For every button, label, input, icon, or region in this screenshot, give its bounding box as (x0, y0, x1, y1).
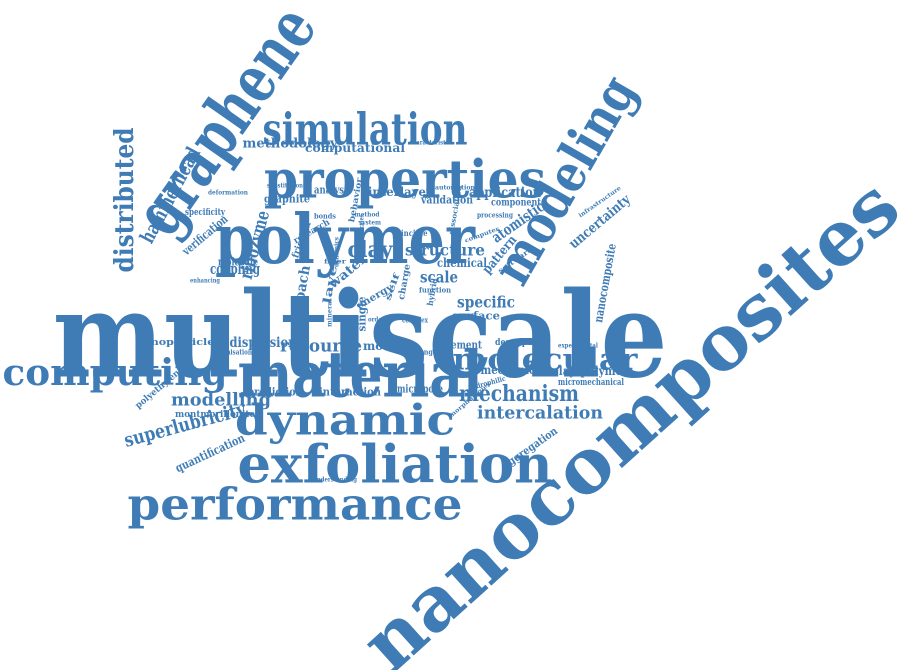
word-optimisation: optimisation (212, 348, 252, 357)
word-molecular: molecular (453, 343, 639, 378)
word-methodology: methodology (243, 137, 338, 152)
word-micropore: micropore (397, 383, 443, 396)
word-specificity: specificity (185, 208, 226, 218)
word-montmorillonite: montmorillonite (175, 410, 255, 420)
word-intercalation: intercalation (477, 403, 603, 424)
word-element: element (442, 339, 483, 352)
word-material: material (238, 338, 483, 413)
word-substitution: substitution (267, 183, 304, 190)
word-interlayer: interlayer (368, 185, 433, 199)
word-filler: filler (324, 259, 347, 266)
word-structure: structure (405, 241, 485, 260)
word-distributed: distributed (110, 128, 140, 273)
word-single: single (356, 297, 369, 332)
word-dynamics: dynamics (334, 236, 341, 267)
word-deformation: deformation (208, 190, 249, 197)
word-computational: computational (305, 141, 405, 155)
word-model: model (363, 339, 403, 353)
word-dispersion: dispersion (230, 335, 297, 351)
word-validation: validation (420, 194, 473, 207)
word-computing: computing (3, 352, 228, 394)
word-graphite: graphite (264, 193, 310, 206)
word-properties: properties (264, 150, 546, 211)
word-specific: specific (457, 293, 515, 312)
word-analysis: analysis (314, 184, 352, 197)
word-method: method (355, 212, 381, 219)
word-mineral: mineral (327, 298, 334, 327)
word-system: system (359, 220, 382, 227)
word-scale: scale (420, 268, 458, 287)
word-enhancing: enhancing (190, 278, 221, 285)
word-polymer: polymer (215, 200, 476, 280)
word-mechanism: mechanism (459, 381, 579, 407)
word-hybrid: hybrid (425, 277, 440, 307)
word-simulation: simulation (263, 105, 468, 156)
word-bonds: bonds (314, 212, 336, 221)
word-multiscale: multiscale (53, 266, 668, 405)
word-exfoliation: exfoliation (238, 435, 553, 496)
word-ordered: ordered (368, 317, 393, 324)
word-modelling: modelling (171, 390, 271, 411)
word-resource: resource (280, 336, 362, 357)
word-molecules: molecules (359, 215, 366, 241)
word-prediction: prediction (248, 386, 303, 399)
word-performance: performance (128, 480, 463, 531)
word-description: description (495, 338, 545, 348)
word-dynamic: dynamic (235, 396, 455, 445)
word-mechanical: mechanical (481, 363, 546, 377)
word-clay: clay (348, 237, 394, 263)
word-component: component (491, 198, 541, 209)
word-principle: principle (393, 228, 428, 238)
word-function: function (419, 286, 451, 295)
word-automation: automation (435, 185, 476, 192)
word-application: application (469, 185, 541, 201)
word-processing: processing (477, 211, 513, 220)
word-coupling: coupling (210, 260, 260, 278)
word-chemical: chemical (437, 256, 487, 270)
word-experimental: experimental (558, 343, 599, 350)
word-quantification: quantification (173, 431, 247, 475)
word-clay-polymer: clay–polymer (553, 364, 629, 378)
word-exchange: exchange (403, 348, 438, 357)
word-micromechanical: micromechanical (558, 378, 624, 388)
word-complex: complex (402, 316, 429, 325)
word-surface: surface (452, 310, 500, 323)
word-molecule: molecule (218, 256, 258, 269)
word-nanoparticles: nanoparticles (136, 338, 221, 348)
word-interaction: interaction (319, 386, 381, 399)
word-understanding: understanding (313, 477, 358, 484)
word-characteristic: characteristic (409, 140, 451, 147)
